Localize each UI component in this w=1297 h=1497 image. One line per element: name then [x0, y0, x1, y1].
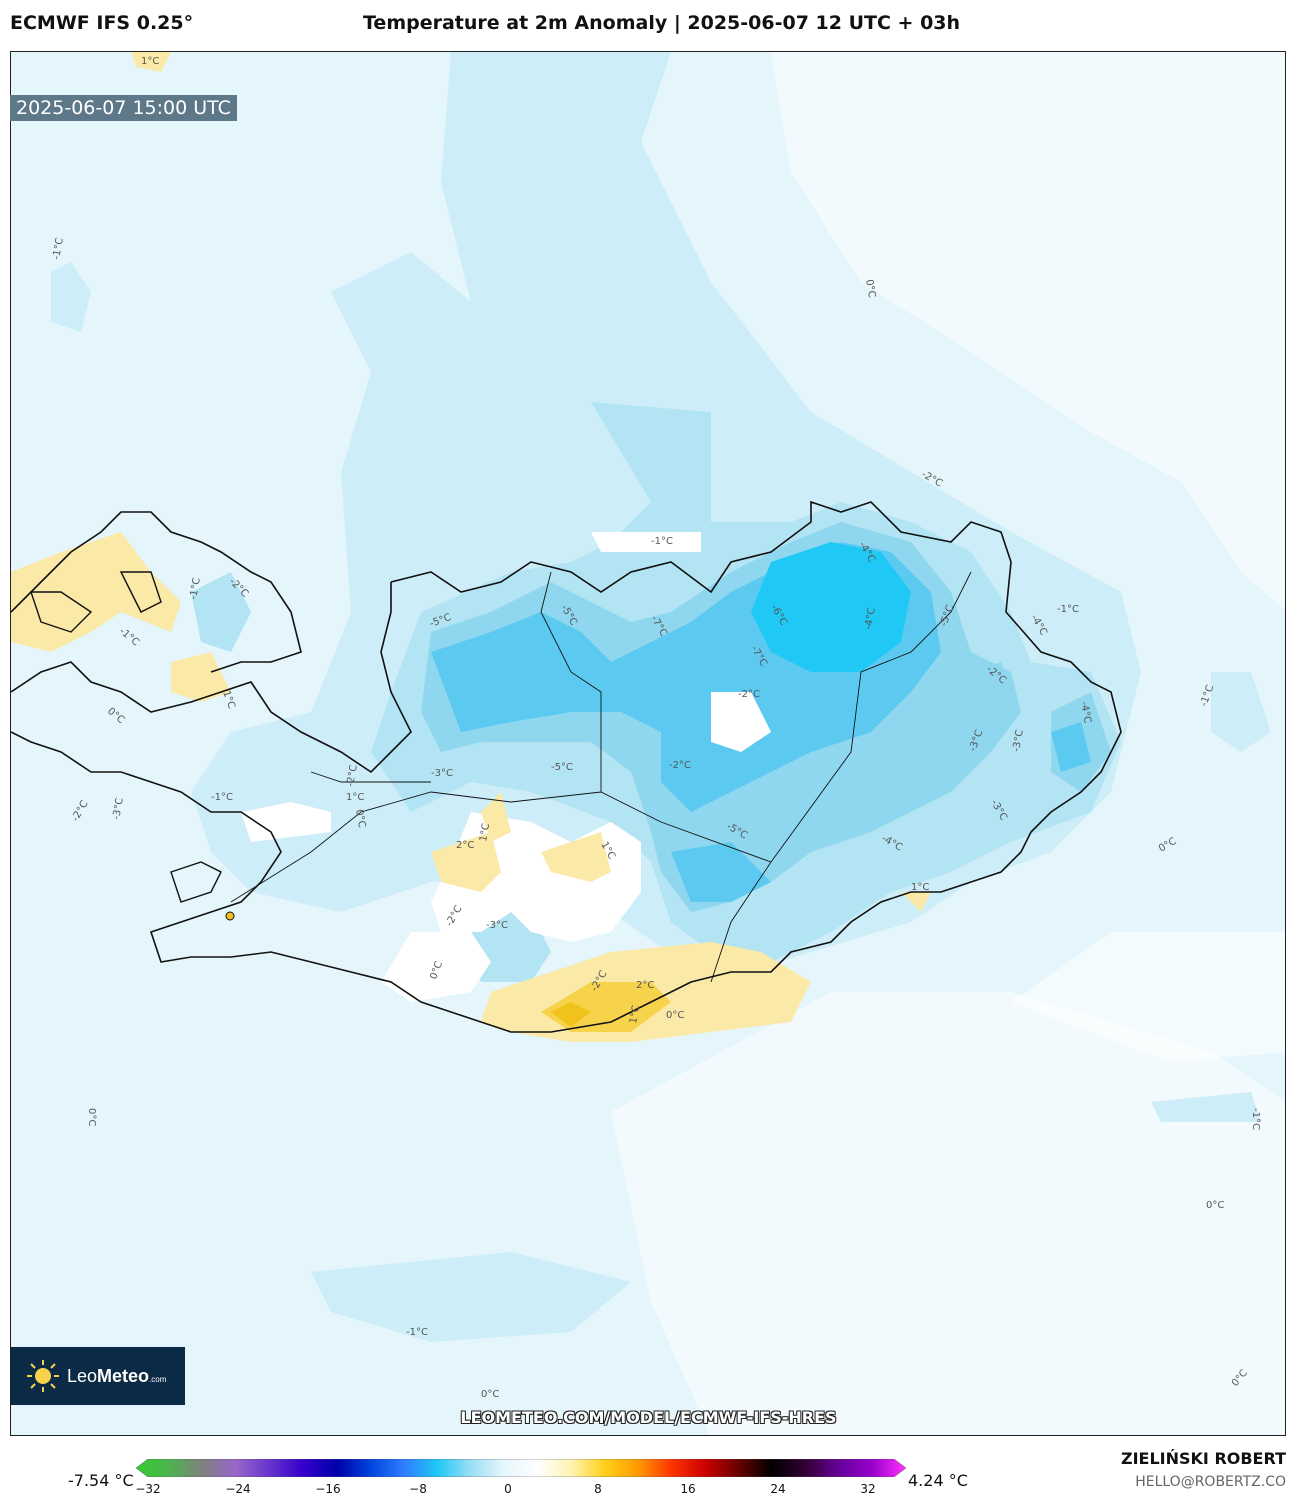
colorbar: [136, 1459, 906, 1477]
contour-label: -1°C: [1250, 1108, 1261, 1130]
contour-label: -5°C: [551, 762, 573, 773]
colorbar-tick: 8: [594, 1482, 602, 1496]
max-value: 4.24 °C: [908, 1471, 968, 1490]
author-email[interactable]: HELLO@ROBERTZ.CO: [1135, 1474, 1286, 1490]
contour-label: 1°C: [141, 56, 159, 67]
leometeo-logo: LeoMeteo.com: [11, 1347, 185, 1405]
contour-label: 0°C: [1206, 1200, 1224, 1211]
contour-label: 2°C: [456, 840, 474, 851]
colorbar-tick: 24: [770, 1482, 786, 1496]
colorbar-tick: −32: [135, 1482, 161, 1496]
map-panel: 1°C -1°C 0°C -1°C -2°C -1°C -2°C -1°C 1°C 0°C -1°C…: [10, 51, 1286, 1436]
contour-label: -1°C: [651, 536, 673, 547]
contour-label: -1°C: [406, 1327, 428, 1338]
sun-icon: [27, 1360, 59, 1392]
contour-label: 2°C: [636, 980, 654, 991]
contour-label: -1°C: [188, 577, 203, 601]
colorbar-tick: 0: [504, 1482, 512, 1496]
contour-label: -3°C: [1011, 729, 1026, 753]
contour-label: -2°C: [738, 689, 760, 700]
contour-label: -2°C: [345, 764, 360, 788]
contour-label: -1°C: [1057, 604, 1079, 615]
contour-label: -1°C: [51, 237, 66, 261]
contour-label: -1°C: [211, 792, 233, 803]
model-name: ECMWF IFS 0.25°: [10, 12, 194, 34]
colorbar-tick: −24: [225, 1482, 251, 1496]
contour-label: -3°C: [486, 920, 508, 931]
contour-label: -2°C: [669, 760, 691, 771]
contour-label: 1°C: [628, 1005, 642, 1025]
contour-label: 1°C: [346, 792, 364, 803]
contour-label: -4°C: [863, 607, 878, 631]
min-value: -7.54 °C: [68, 1471, 134, 1490]
contour-label: 0°C: [863, 279, 877, 299]
contour-label: 0°C: [86, 1108, 97, 1126]
logo-text: LeoMeteo.com: [67, 1365, 167, 1386]
temperature-anomaly-map: 1°C -1°C 0°C -1°C -2°C -1°C -2°C -1°C 1°C 0°C -1°C…: [11, 52, 1285, 1435]
contour-label: 0°C: [353, 809, 367, 829]
source-url[interactable]: LEOMETEO.COM/MODEL/ECMWF-IFS-HRES: [460, 1408, 837, 1427]
contour-label: 1°C: [911, 882, 929, 893]
contour-label: 0°C: [481, 1389, 499, 1400]
chart-title: Temperature at 2m Anomaly | 2025-06-07 1…: [363, 12, 961, 34]
colorbar-tick: 32: [860, 1482, 876, 1496]
contour-label: -3°C: [431, 768, 453, 779]
contour-label: 1°C: [478, 823, 492, 843]
author-name: ZIELIŃSKI ROBERT: [1120, 1449, 1286, 1468]
valid-time-badge: 2025-06-07 15:00 UTC: [10, 95, 237, 121]
contour-label: -4°C: [1078, 701, 1093, 725]
contour-label: 0°C: [666, 1010, 684, 1021]
colorbar-tick: 16: [680, 1482, 696, 1496]
colorbar-tick: −8: [409, 1482, 427, 1496]
contour-label: -3°C: [111, 797, 126, 821]
colorbar-tick: −16: [315, 1482, 341, 1496]
